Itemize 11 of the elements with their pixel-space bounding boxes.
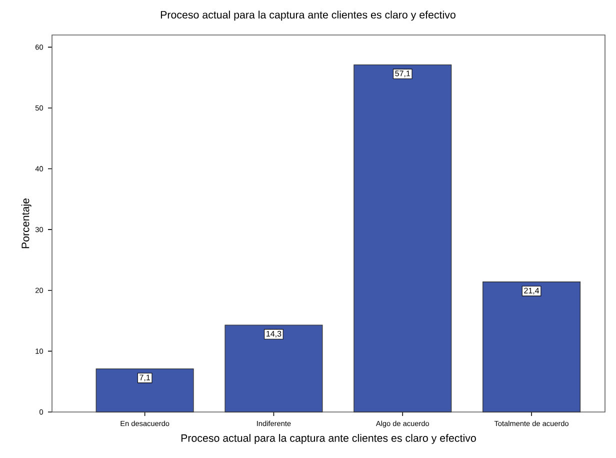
data-label: 21,4 — [524, 288, 540, 294]
data-label: 14,3 — [266, 330, 282, 338]
bar — [354, 64, 452, 412]
bar — [482, 282, 581, 412]
bar — [224, 324, 323, 412]
data-label: 57,1 — [395, 70, 410, 78]
y-axis-title: Porcentaje — [21, 198, 32, 248]
x-axis-title: Proceso actual para la captura ante clientes es claro y efectivo — [181, 434, 476, 444]
data-label: 7,1 — [140, 374, 150, 382]
bar — [96, 368, 194, 412]
chart-title: Proceso actual para la captura ante clientes es claro y efectivo — [160, 10, 456, 21]
